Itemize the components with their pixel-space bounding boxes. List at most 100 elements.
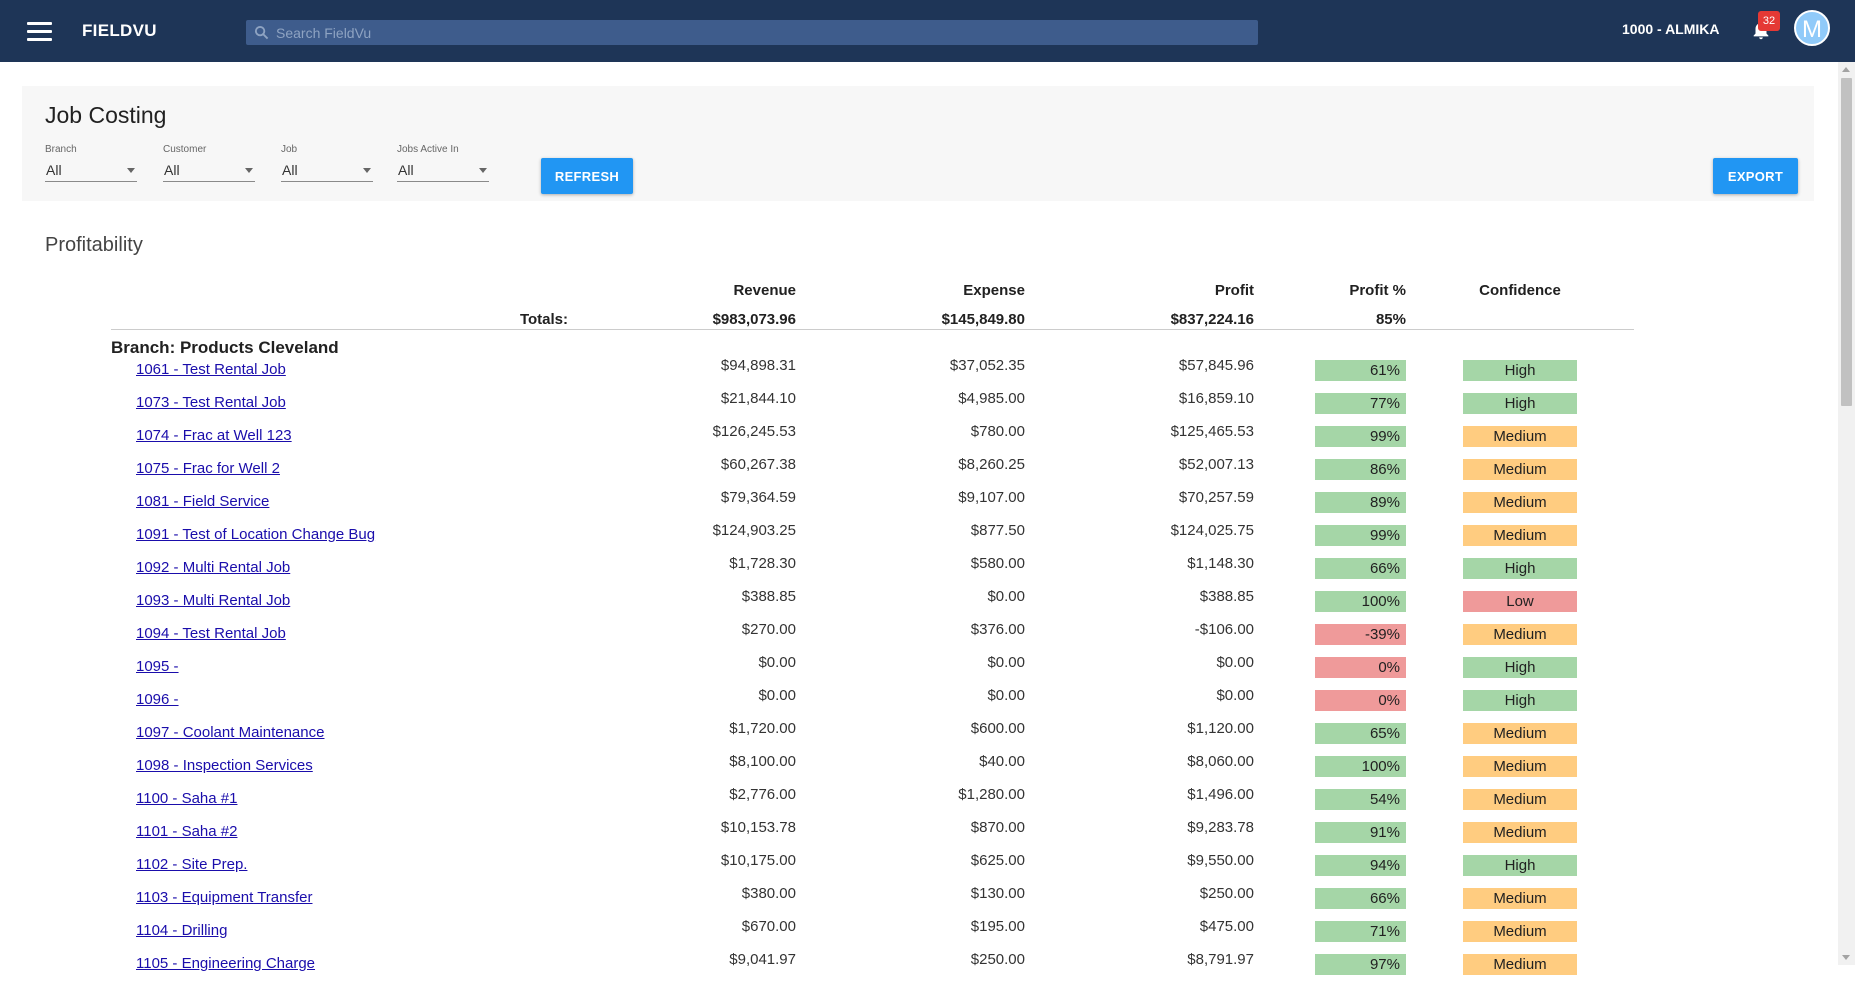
revenue-cell: $10,153.78	[720, 819, 796, 836]
select-value: All	[164, 162, 180, 178]
table-row: 1074 - Frac at Well 123 $126,245.53 $780.0…	[0, 423, 1855, 456]
table-row: 1101 - Saha #2 $10,153.78 $870.00 $9,283.78…	[0, 819, 1855, 852]
table-row: 1103 - Equipment Transfer $380.00 $130.00 $…	[0, 885, 1855, 918]
column-header-confidence: Confidence	[1479, 282, 1561, 299]
revenue-cell: $9,041.97	[729, 951, 796, 968]
job-link[interactable]: 1093 - Multi Rental Job	[136, 592, 291, 609]
job-link[interactable]: 1104 - Drilling	[136, 922, 228, 939]
expense-cell: $195.00	[970, 918, 1025, 935]
select-value: All	[398, 162, 414, 178]
expense-cell: $250.00	[970, 951, 1025, 968]
confidence-badge: Medium	[1463, 492, 1577, 513]
job-link[interactable]: 1092 - Multi Rental Job	[136, 559, 291, 576]
search-bar[interactable]	[246, 20, 1258, 45]
job-link[interactable]: 1097 - Coolant Maintenance	[136, 724, 325, 741]
expense-cell: $780.00	[970, 423, 1025, 440]
profit-cell: $475.00	[1199, 918, 1254, 935]
scroll-down-arrow-icon[interactable]	[1842, 955, 1850, 960]
menu-icon[interactable]	[27, 22, 52, 41]
scroll-up-arrow-icon[interactable]	[1842, 67, 1850, 72]
job-link[interactable]: 1105 - Engineering Charge	[136, 955, 316, 972]
job-link[interactable]: 1101 - Saha #2	[136, 823, 238, 840]
scroll-thumb[interactable]	[1841, 78, 1852, 406]
confidence-badge: Medium	[1463, 624, 1577, 645]
notification-badge: 32	[1758, 11, 1780, 31]
job-link[interactable]: 1094 - Test Rental Job	[136, 625, 286, 642]
table-row: 1100 - Saha #1 $2,776.00 $1,280.00 $1,496.0…	[0, 786, 1855, 819]
table-row: 1094 - Test Rental Job $270.00 $376.00 -$10…	[0, 621, 1855, 654]
table-row: 1095 - $0.00 $0.00 $0.00 0% High	[0, 654, 1855, 687]
profit-pct-badge: 65%	[1315, 723, 1406, 744]
confidence-badge: High	[1463, 393, 1577, 414]
profit-cell: $1,148.30	[1187, 555, 1254, 572]
totals-expense: $145,849.80	[941, 311, 1025, 328]
confidence-badge: Medium	[1463, 921, 1577, 942]
customer-select[interactable]: All	[163, 158, 255, 182]
job-link[interactable]: 1061 - Test Rental Job	[136, 361, 286, 378]
customer-filter[interactable]: Customer All	[163, 144, 255, 182]
revenue-cell: $1,728.30	[729, 555, 796, 572]
job-link[interactable]: 1073 - Test Rental Job	[136, 394, 286, 411]
table-row: 1104 - Drilling $670.00 $195.00 $475.00 71% M…	[0, 918, 1855, 951]
branch-select[interactable]: All	[45, 158, 137, 182]
job-link[interactable]: 1075 - Frac for Well 2	[136, 460, 280, 477]
profit-pct-badge: 89%	[1315, 492, 1406, 513]
table-row: 1096 - $0.00 $0.00 $0.00 0% High	[0, 687, 1855, 720]
profit-cell: $9,283.78	[1187, 819, 1254, 836]
branch-group-label: Branch: Products Cleveland	[111, 338, 339, 357]
profit-cell: $1,120.00	[1187, 720, 1254, 737]
dropdown-arrow-icon	[127, 168, 135, 173]
table-row: 1105 - Engineering Charge $9,041.97 $250.0…	[0, 951, 1855, 984]
profit-pct-badge: 86%	[1315, 459, 1406, 480]
job-link[interactable]: 1074 - Frac at Well 123	[136, 427, 292, 444]
job-link[interactable]: 1081 - Field Service	[136, 493, 270, 510]
revenue-cell: $0.00	[758, 687, 796, 704]
profit-cell: $0.00	[1216, 654, 1254, 671]
confidence-badge: Medium	[1463, 723, 1577, 744]
expense-cell: $600.00	[970, 720, 1025, 737]
profit-pct-badge: 0%	[1315, 657, 1406, 678]
select-value: All	[282, 162, 298, 178]
job-select[interactable]: All	[281, 158, 373, 182]
job-link[interactable]: 1091 - Test of Location Change Bug	[136, 526, 376, 543]
confidence-badge: Medium	[1463, 822, 1577, 843]
totals-divider	[111, 329, 1634, 330]
branch-filter[interactable]: Branch All	[45, 144, 137, 182]
job-link[interactable]: 1103 - Equipment Transfer	[136, 889, 313, 906]
profit-pct-badge: -39%	[1315, 624, 1406, 645]
profit-pct-badge: 0%	[1315, 690, 1406, 711]
refresh-button[interactable]: REFRESH	[541, 158, 633, 194]
profit-pct-badge: 66%	[1315, 558, 1406, 579]
page-scrollbar[interactable]	[1838, 62, 1855, 965]
page-title: Job Costing	[45, 102, 167, 128]
user-avatar[interactable]: M	[1794, 10, 1830, 46]
export-button[interactable]: EXPORT	[1713, 158, 1798, 194]
confidence-badge: Medium	[1463, 426, 1577, 447]
job-link[interactable]: 1095 -	[136, 658, 179, 675]
profit-cell: $8,791.97	[1187, 951, 1254, 968]
select-value: All	[46, 162, 62, 178]
company-selector[interactable]: 1000 - ALMIKA	[1622, 21, 1720, 37]
expense-cell: $8,260.25	[958, 456, 1025, 473]
search-input[interactable]	[276, 20, 1246, 45]
jobs-active-in-filter[interactable]: Jobs Active In All	[397, 144, 489, 182]
profit-pct-badge: 66%	[1315, 888, 1406, 909]
profit-cell: $8,060.00	[1187, 753, 1254, 770]
profit-pct-badge: 91%	[1315, 822, 1406, 843]
job-link[interactable]: 1096 -	[136, 691, 179, 708]
table-row: 1102 - Site Prep. $10,175.00 $625.00 $9,550…	[0, 852, 1855, 885]
dropdown-arrow-icon	[479, 168, 487, 173]
app-brand[interactable]: FIELDVU	[82, 21, 157, 40]
jobs-active-in-select[interactable]: All	[397, 158, 489, 182]
job-filter[interactable]: Job All	[281, 144, 373, 182]
profit-pct-badge: 61%	[1315, 360, 1406, 381]
section-title: Profitability	[45, 234, 143, 256]
revenue-cell: $1,720.00	[729, 720, 796, 737]
revenue-cell: $21,844.10	[720, 390, 796, 407]
revenue-cell: $10,175.00	[720, 852, 796, 869]
job-link[interactable]: 1098 - Inspection Services	[136, 757, 313, 774]
job-link[interactable]: 1100 - Saha #1	[136, 790, 238, 807]
job-link[interactable]: 1102 - Site Prep.	[136, 856, 248, 873]
expense-cell: $580.00	[970, 555, 1025, 572]
expense-cell: $40.00	[979, 753, 1025, 770]
